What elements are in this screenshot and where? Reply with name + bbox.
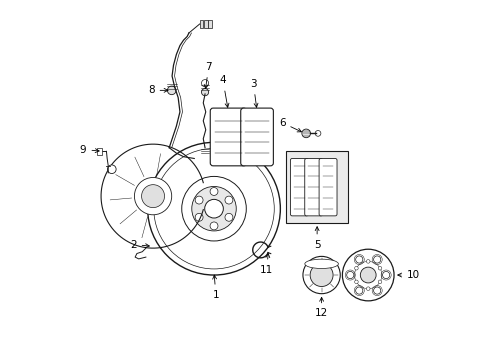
- Circle shape: [301, 129, 310, 138]
- Circle shape: [224, 213, 232, 221]
- Circle shape: [366, 287, 369, 291]
- Circle shape: [224, 156, 231, 163]
- FancyBboxPatch shape: [304, 158, 322, 216]
- Bar: [97, 148, 102, 155]
- FancyBboxPatch shape: [210, 108, 246, 166]
- Circle shape: [204, 199, 223, 218]
- Text: 1: 1: [212, 275, 219, 300]
- Circle shape: [314, 131, 320, 136]
- Circle shape: [382, 271, 389, 279]
- Circle shape: [355, 256, 362, 263]
- FancyBboxPatch shape: [240, 108, 273, 166]
- Circle shape: [201, 80, 208, 87]
- Ellipse shape: [304, 259, 338, 269]
- Circle shape: [366, 260, 369, 263]
- FancyBboxPatch shape: [290, 158, 308, 216]
- Circle shape: [253, 156, 260, 163]
- Text: 4: 4: [219, 76, 228, 107]
- Circle shape: [147, 142, 280, 275]
- Circle shape: [373, 256, 380, 263]
- Text: 12: 12: [314, 297, 327, 318]
- Circle shape: [354, 266, 358, 270]
- Text: 10: 10: [397, 270, 419, 280]
- Circle shape: [195, 196, 203, 204]
- Circle shape: [195, 213, 203, 221]
- Circle shape: [253, 111, 260, 118]
- Circle shape: [210, 188, 218, 195]
- Circle shape: [224, 196, 232, 204]
- Circle shape: [377, 280, 381, 284]
- Circle shape: [210, 222, 218, 230]
- Circle shape: [346, 271, 353, 279]
- Text: 2: 2: [130, 239, 149, 249]
- Text: 9: 9: [80, 144, 99, 154]
- Text: 11: 11: [260, 254, 273, 275]
- Circle shape: [134, 177, 171, 215]
- Circle shape: [142, 185, 164, 208]
- Circle shape: [153, 148, 274, 269]
- Text: 8: 8: [148, 85, 168, 95]
- Circle shape: [354, 280, 358, 284]
- Circle shape: [309, 264, 332, 287]
- Bar: [199, 20, 203, 28]
- Bar: [203, 20, 207, 28]
- Circle shape: [373, 287, 380, 294]
- Bar: [208, 20, 211, 28]
- Circle shape: [377, 266, 381, 270]
- Text: 3: 3: [250, 79, 258, 107]
- Text: 7: 7: [204, 62, 211, 89]
- Circle shape: [360, 267, 375, 283]
- FancyBboxPatch shape: [319, 158, 336, 216]
- Circle shape: [342, 249, 393, 301]
- Circle shape: [167, 86, 176, 95]
- Text: 6: 6: [278, 118, 301, 132]
- Circle shape: [355, 287, 362, 294]
- Circle shape: [303, 256, 340, 294]
- Text: 5: 5: [313, 227, 320, 249]
- Circle shape: [224, 111, 231, 118]
- Circle shape: [201, 89, 208, 96]
- Circle shape: [107, 165, 116, 174]
- Circle shape: [191, 186, 236, 231]
- Circle shape: [182, 176, 246, 241]
- Bar: [285, 151, 348, 223]
